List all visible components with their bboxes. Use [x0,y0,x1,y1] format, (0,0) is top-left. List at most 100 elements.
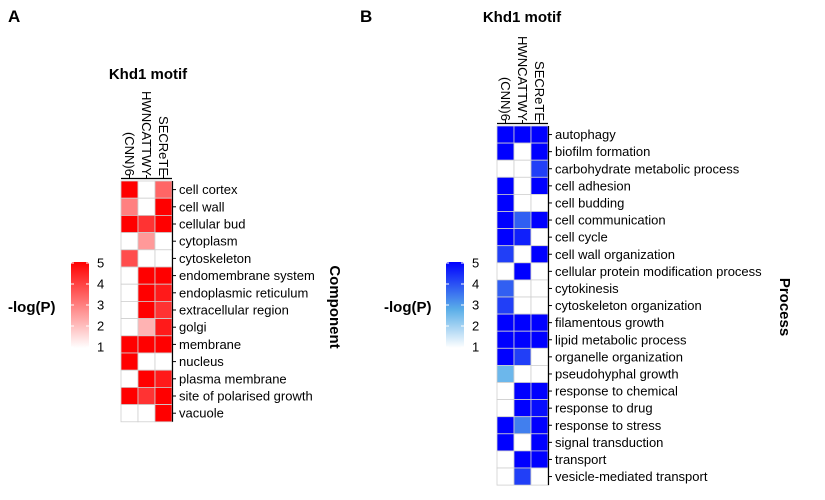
heatmap-b-row-label: signal transduction [555,435,663,450]
heatmap-b-cell [496,211,515,230]
heatmap-b-cell [530,245,549,264]
legend-b-tick-label: 2 [472,319,479,334]
heatmap-b-row-label: cytoskeleton organization [555,298,702,313]
heatmap-a-cell [137,352,156,371]
heatmap-b-cell [496,193,515,212]
heatmap-b-cell [530,228,549,247]
heatmap-b-row-label: vesicle-mediated transport [555,469,708,484]
heatmap-a-cell [120,318,139,337]
heatmap-b-cell [513,193,532,212]
legend-b-tick-label: 3 [472,298,479,313]
heatmap-b-cell [496,330,515,349]
heatmap-a-cell [154,214,173,233]
heatmap-a-cell [120,214,139,233]
heatmap-b-cell [513,313,532,332]
heatmap-b-cell [530,279,549,298]
heatmap-a-cell [137,318,156,337]
heatmap-a-cell [137,404,156,423]
panel-letter-a: A [8,7,20,26]
heatmap-b-cell [496,228,515,247]
heatmap-a-cell [137,249,156,268]
heatmap-b-row-label: biofilm formation [555,144,650,159]
heatmap-a-cell [154,266,173,285]
heatmap-b-cell [530,433,549,452]
heatmap-b-cell [530,330,549,349]
heatmap-a-row-label: site of polarised growth [179,389,313,404]
legend-b-colorbar [446,262,464,348]
heatmap-b-row-label: pseudohyphal growth [555,366,679,381]
heatmap-a-column-label: SECReTE [156,116,171,176]
heatmap-b-cell [513,159,532,178]
heatmap-a-row-label: membrane [179,337,241,352]
heatmap-a-cell [120,232,139,251]
heatmap-a-cell [137,369,156,388]
heatmap-b-cell [513,467,532,486]
heatmap-b-cell [513,262,532,281]
heatmap-a-cell [154,404,173,423]
heatmap-b-cell [513,279,532,298]
heatmap-b-cell [496,467,515,486]
heatmap-b-cell [513,330,532,349]
heatmap-a-cell [154,318,173,337]
heatmap-b-cell [496,416,515,435]
heatmap-b-cell [496,347,515,366]
heatmap-b-cell [496,313,515,332]
heatmap-b-cell [513,228,532,247]
heatmap-b-row-label: response to chemical [555,384,678,399]
legend-b-title: -log(P) [384,299,431,316]
heatmap-b-cell [530,399,549,418]
heatmap-b-side-label: Process [776,278,793,336]
heatmap-b-row-label: cell cycle [555,230,608,245]
heatmap-a-cell [154,300,173,319]
heatmap-b-cell [513,450,532,469]
heatmap-a-cell [120,335,139,354]
heatmap-b-cell [513,364,532,383]
heatmap-a: Khd1 motif Component -log(P) 5 4 3 2 1 cell … [8,66,343,423]
heatmap-b-cell [530,313,549,332]
legend-a-tick-label: 3 [97,298,104,313]
heatmap-a-row-label: cell wall [179,199,225,214]
heatmap-a-cell [154,386,173,405]
heatmap-b-row-label: transport [555,452,607,467]
heatmap-a-side-label: Component [326,265,343,348]
legend-a-tick-label: 2 [97,319,104,334]
heatmap-b: Khd1 motif Process -log(P) 5 4 3 2 1 autopha… [384,9,793,486]
heatmap-b-title: Khd1 motif [483,9,562,26]
heatmap-a-cell [120,249,139,268]
heatmap-a-cell [120,197,139,216]
heatmap-b-row-label: response to stress [555,418,662,433]
heatmap-a-cell [154,283,173,302]
heatmap-a-row-label: endoplasmic reticulum [179,285,308,300]
heatmap-a-row-label: cytoskeleton [179,251,251,266]
heatmap-b-cell [496,159,515,178]
heatmap-a-cell [137,300,156,319]
heatmap-b-cell [530,467,549,486]
heatmap-b-cell [513,211,532,230]
heatmap-b-cell [496,382,515,401]
heatmap-b-column-label: (CNN)6 [498,77,513,121]
heatmap-a-row-label: plasma membrane [179,371,287,386]
heatmap-a-cell [120,386,139,405]
heatmap-b-cell [513,382,532,401]
heatmap-b-cell [496,296,515,315]
heatmap-b-cell [496,142,515,161]
heatmap-b-row-label: cell communication [555,213,666,228]
heatmap-a-cell [120,283,139,302]
heatmap-a-cell [137,266,156,285]
heatmap-a-row-label: cellular bud [179,217,246,232]
heatmap-b-cell [530,416,549,435]
heatmap-b-row-label: organelle organization [555,349,683,364]
heatmap-b-cell [513,125,532,144]
heatmap-b-cell [496,279,515,298]
heatmap-a-cell [154,352,173,371]
heatmap-b-cell [530,142,549,161]
heatmap-b-cell [496,245,515,264]
heatmap-a-row-label: cytoplasm [179,234,238,249]
heatmap-b-cell [513,416,532,435]
heatmap-a-cell [154,335,173,354]
legend-b-tick-label: 1 [472,340,479,355]
heatmap-a-cell [120,369,139,388]
heatmap-a-cell [154,197,173,216]
heatmap-a-cell [137,386,156,405]
heatmap-a-row-label: vacuole [179,406,224,421]
